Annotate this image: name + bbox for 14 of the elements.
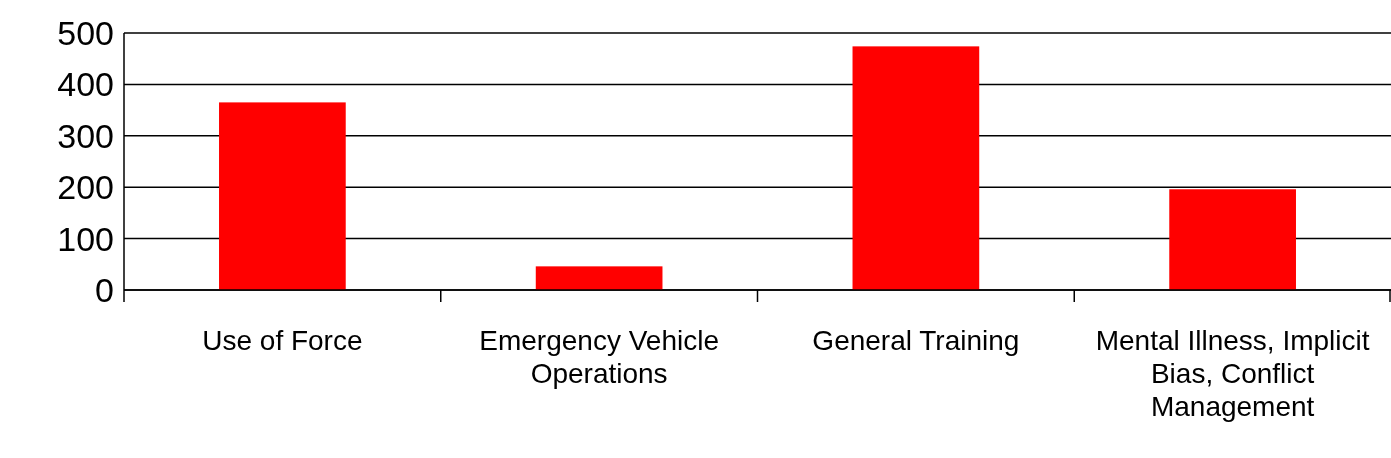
x-tick-label: Use of Force [202,325,363,356]
x-tick-label: Mental Illness, Implicit Bias, Conflict Management [1095,325,1370,422]
y-tick-label: 200 [57,168,114,207]
y-tick-label: 0 [95,270,114,309]
bar [1169,189,1296,290]
bar [219,102,346,290]
bar [535,266,663,290]
y-tick-label: 100 [57,219,114,258]
x-tick-label: General Training [812,325,1020,356]
x-tick-label: Emergency Vehicle Operations [479,325,719,389]
y-tick-label: 500 [57,13,114,52]
y-tick-label: 400 [57,65,114,104]
y-tick-label: 300 [57,116,114,155]
bar [852,46,980,290]
